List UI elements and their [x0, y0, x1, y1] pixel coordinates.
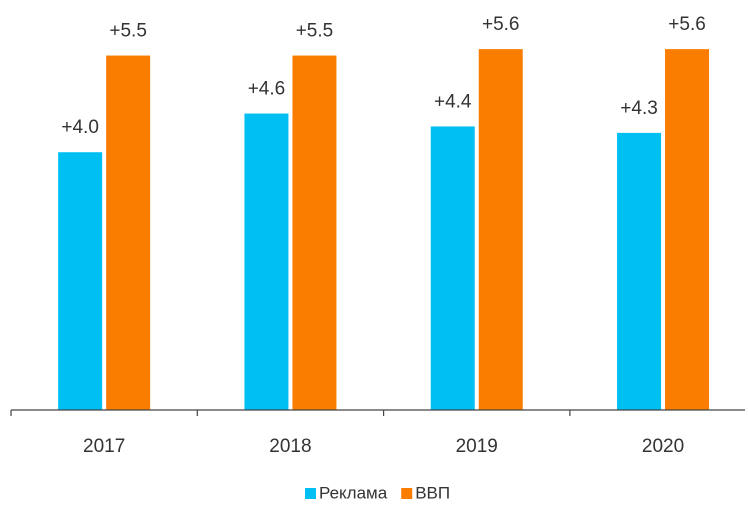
x-tick-label: 2020 [642, 436, 684, 457]
legend-label: Реклама [319, 483, 388, 502]
bar [665, 49, 710, 410]
value-label: +4.4 [434, 91, 472, 112]
bar [617, 132, 662, 410]
value-label: +5.5 [109, 21, 147, 42]
bar [478, 49, 523, 410]
value-label: +5.6 [482, 14, 520, 35]
bar [58, 152, 103, 410]
x-tick-label: 2019 [456, 436, 498, 457]
value-label: +4.6 [248, 79, 286, 100]
bar [430, 126, 475, 410]
bar [244, 113, 289, 411]
x-tick-label: 2018 [269, 436, 311, 457]
legend-label: ВВП [415, 483, 450, 502]
legend-swatch [305, 488, 316, 499]
x-tick-label: 2017 [83, 436, 125, 457]
value-label: +4.0 [61, 117, 99, 138]
bar [292, 55, 337, 411]
value-label: +5.5 [296, 21, 334, 42]
bar [106, 55, 151, 411]
value-label: +5.6 [668, 14, 706, 35]
value-label: +4.3 [620, 98, 658, 119]
legend-swatch [401, 488, 413, 499]
